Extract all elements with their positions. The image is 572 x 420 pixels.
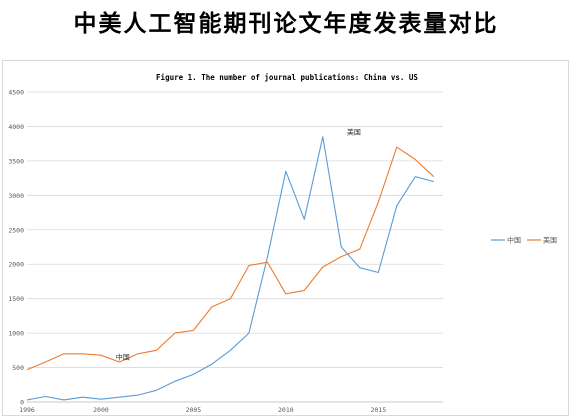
- chart-title: Figure 1. The number of journal publicat…: [156, 73, 418, 82]
- y-tick-label: 500: [12, 364, 24, 372]
- series-lines: [26, 136, 435, 401]
- chart-container: Figure 1. The number of journal publicat…: [2, 60, 569, 416]
- y-tick-label: 4500: [8, 89, 24, 97]
- x-tick-label: 2010: [278, 406, 294, 414]
- y-tick-label: 0: [20, 399, 24, 407]
- y-tick-label: 1500: [8, 295, 24, 303]
- x-tick-label: 1996: [19, 406, 35, 414]
- legend-label: 中国: [507, 236, 521, 245]
- y-tick-label: 3500: [8, 157, 24, 165]
- gridlines: [27, 91, 443, 403]
- line-chart: Figure 1. The number of journal publicat…: [8, 73, 557, 414]
- axes: 0 500 1000 1500 2000 2500 3000 3500 4000 4500 1996…: [8, 89, 443, 414]
- annotation-label: 中国: [116, 352, 130, 361]
- y-tick-label: 3000: [8, 192, 24, 200]
- legend: 中国 美国: [491, 236, 557, 245]
- annotation-label: 美国: [347, 128, 361, 137]
- y-tick-label: 2000: [8, 261, 24, 269]
- legend-label: 美国: [543, 236, 557, 245]
- series-line-china: [26, 136, 434, 401]
- x-tick-label: 2000: [93, 406, 109, 414]
- y-tick-label: 1000: [8, 330, 24, 338]
- y-tick-label: 2500: [8, 226, 24, 234]
- series-line-us: [26, 146, 435, 371]
- y-tick-label: 4000: [8, 123, 24, 131]
- x-tick-label: 2015: [370, 406, 386, 414]
- page-title: 中美人工智能期刊论文年度发表量对比: [73, 10, 499, 37]
- x-tick-label: 2005: [186, 406, 202, 414]
